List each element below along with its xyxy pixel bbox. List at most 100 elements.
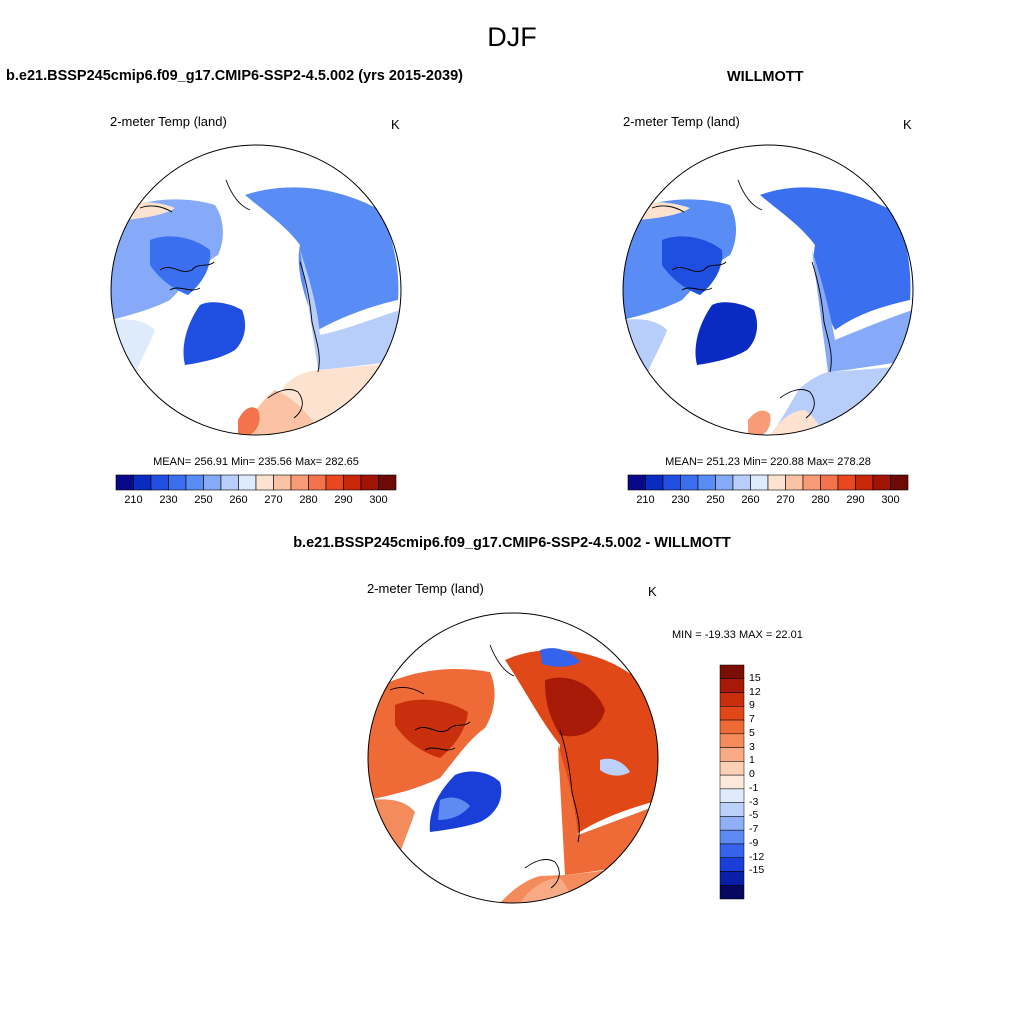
colorbar-model-swatch: [343, 474, 362, 491]
canada-interior-region: [150, 236, 211, 295]
siberia-warm-anomaly: [545, 677, 605, 737]
colorbar-diff-tick-label: -3: [749, 795, 759, 808]
colorbar-model-swatch: [360, 474, 379, 491]
colorbar-diff-tick-label: 0: [749, 768, 755, 781]
colorbar-diff-swatch: [719, 884, 745, 900]
panel-obs-title: WILLMOTT: [727, 69, 804, 85]
map-obs-frame: [622, 144, 914, 436]
colorbar-diff-swatch: [719, 706, 745, 721]
colorbar-obs-tick-label: 270: [776, 494, 795, 506]
colorbar-obs-swatch: [662, 474, 681, 491]
panel-model-stats: MEAN= 256.91 Min= 235.56 Max= 282.65: [153, 456, 359, 468]
panel-diff-variable: 2-meter Temp (land): [367, 581, 484, 596]
colorbar-diff-tick-label: -12: [749, 850, 765, 863]
colorbar-model-swatch: [220, 474, 239, 491]
colorbar-obs-swatch: [750, 474, 769, 491]
panel-diff-stats: MIN = -19.33 MAX = 22.01: [672, 629, 803, 641]
colorbar-model: [115, 474, 397, 491]
greenland-region: [183, 302, 246, 365]
greenland-region: [695, 302, 758, 365]
colorbar-diff-swatch: [719, 747, 745, 762]
eurasia-landmass: [760, 187, 911, 330]
panel-diff-title: b.e21.BSSP245cmip6.f09_g17.CMIP6-SSP2-4.…: [293, 535, 731, 551]
colorbar-diff-swatch: [719, 692, 745, 707]
colorbar-model-tick-label: 290: [334, 494, 353, 506]
panel-model-variable: 2-meter Temp (land): [110, 114, 227, 129]
colorbar-obs-tick-label: 290: [846, 494, 865, 506]
colorbar-diff-swatch: [719, 829, 745, 845]
colorbar-obs-swatch: [837, 474, 856, 491]
colorbar-model-swatch: [378, 474, 397, 491]
colorbar-model-tick-label: 250: [194, 494, 213, 506]
british-isles-region: [238, 407, 260, 435]
colorbar-diff-tick-label: -9: [749, 836, 759, 849]
colorbar-obs-swatch: [715, 474, 734, 491]
colorbar-diff-tick-label: 12: [749, 685, 761, 698]
panel-diff-units: K: [648, 584, 657, 599]
colorbar-diff-swatch: [719, 678, 745, 693]
colorbar-diff-swatch: [719, 857, 745, 872]
colorbar-obs-tick-label: 210: [636, 494, 655, 506]
colorbar-model-tick-label: 230: [159, 494, 178, 506]
map-diff-frame: [367, 612, 659, 904]
colorbar-model-tick-label: 260: [229, 494, 248, 506]
canada-interior-region: [662, 236, 723, 295]
colorbar-model-swatch: [168, 474, 187, 491]
colorbar-model-swatch: [308, 474, 327, 491]
panel-model-units: K: [391, 117, 400, 132]
colorbar-model-swatch: [115, 474, 134, 491]
colorbar-obs: [627, 474, 909, 491]
colorbar-obs-swatch: [697, 474, 716, 491]
colorbar-obs-swatch: [855, 474, 874, 491]
colorbar-diff-swatch: [719, 761, 745, 776]
colorbar-model-swatch: [290, 474, 309, 491]
colorbar-obs-swatch: [732, 474, 751, 491]
colorbar-model-swatch: [185, 474, 204, 491]
map-model: [110, 144, 402, 436]
colorbar-model-swatch: [133, 474, 152, 491]
colorbar-diff-swatch: [719, 664, 745, 680]
colorbar-obs-swatch: [627, 474, 646, 491]
colorbar-diff-tick-label: 7: [749, 713, 755, 726]
colorbar-obs-tick-label: 260: [741, 494, 760, 506]
map-obs: [622, 144, 914, 436]
colorbar-model-swatch: [150, 474, 169, 491]
colorbar-diff-tick-label: -5: [749, 809, 759, 822]
british-isles-region: [748, 410, 771, 435]
colorbar-diff: [719, 664, 745, 900]
colorbar-diff-swatch: [719, 719, 745, 735]
colorbar-diff-tick-label: 1: [749, 754, 755, 767]
colorbar-obs-swatch: [645, 474, 664, 491]
colorbar-diff-swatch: [719, 788, 745, 803]
colorbar-obs-swatch: [767, 474, 786, 491]
panel-obs-units: K: [903, 117, 912, 132]
colorbar-diff-tick-label: 5: [749, 726, 755, 739]
eurasia-south-region: [812, 250, 913, 372]
eurasia-south-region: [300, 250, 401, 370]
colorbar-diff-tick-label: 9: [749, 699, 755, 712]
colorbar-model-tick-label: 210: [124, 494, 143, 506]
panel-obs-variable: 2-meter Temp (land): [623, 114, 740, 129]
colorbar-model-swatch: [273, 474, 292, 491]
colorbar-diff-swatch: [719, 843, 745, 858]
colorbar-diff-swatch: [719, 774, 745, 790]
colorbar-obs-tick-label: 250: [706, 494, 725, 506]
colorbar-diff-tick-label: -7: [749, 823, 759, 836]
eurasia-landmass: [505, 650, 658, 835]
panel-model-title: b.e21.BSSP245cmip6.f09_g17.CMIP6-SSP2-4.…: [6, 68, 464, 84]
colorbar-diff-swatch: [719, 816, 745, 831]
colorbar-obs-tick-label: 300: [881, 494, 900, 506]
map-model-frame: [110, 144, 402, 436]
colorbar-model-swatch: [238, 474, 257, 491]
colorbar-model-tick-label: 280: [299, 494, 318, 506]
colorbar-diff-tick-label: -1: [749, 781, 759, 794]
central-asia-cold-spot: [600, 758, 630, 776]
colorbar-obs-swatch: [785, 474, 804, 491]
colorbar-diff-tick-label: 15: [749, 671, 761, 684]
colorbar-obs-swatch: [890, 474, 909, 491]
colorbar-model-swatch: [325, 474, 344, 491]
scandinavia-region: [245, 390, 320, 435]
colorbar-obs-tick-label: 280: [811, 494, 830, 506]
colorbar-diff-swatch: [719, 871, 745, 886]
